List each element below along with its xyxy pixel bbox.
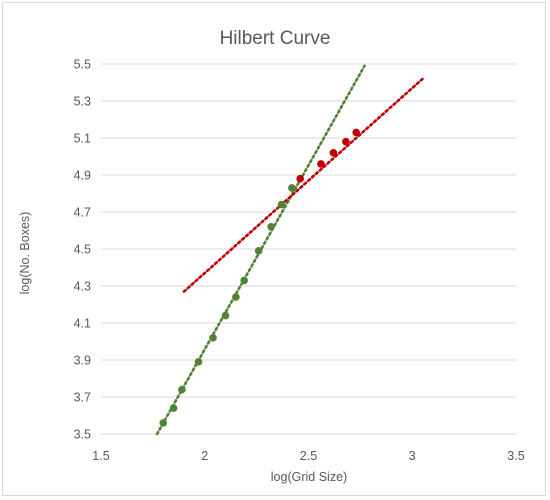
data-point-series-0 — [178, 385, 186, 394]
y-tick-label: 4.3 — [74, 280, 91, 294]
x-tick-label: 3 — [409, 449, 416, 463]
x-axis-title: log(Grid Size) — [271, 470, 347, 484]
y-tick-label: 5.5 — [74, 58, 91, 72]
data-points — [159, 128, 361, 427]
y-tick-labels: 3.5 3.7 3.9 4.1 4.3 4.5 4.7 4.9 5.1 5.3 5.5 — [74, 58, 91, 442]
x-tick-label: 3.5 — [507, 449, 524, 463]
y-tick-label: 4.7 — [74, 206, 91, 220]
data-point-series-0 — [159, 419, 168, 427]
y-tick-label: 5.3 — [74, 95, 91, 109]
y-tick-label: 3.9 — [74, 354, 91, 368]
y-tick-label: 5.1 — [74, 132, 91, 146]
data-point-series-0 — [194, 358, 203, 366]
x-tick-label: 2 — [201, 449, 208, 463]
x-tick-label: 2.5 — [300, 449, 317, 463]
data-point-series-1 — [352, 128, 361, 137]
data-point-series-1 — [329, 149, 338, 157]
data-point-series-0 — [277, 200, 286, 209]
data-point-series-1 — [342, 137, 350, 146]
y-tick-label: 3.7 — [74, 391, 91, 405]
data-point-series-0 — [169, 404, 178, 412]
gridlines — [101, 63, 516, 435]
data-point-series-0 — [240, 276, 248, 285]
chart-title: Hilbert Curve — [220, 28, 331, 49]
y-axis-title: log(No. Boxes) — [18, 212, 32, 295]
chart-svg: 3.5 3.7 3.9 4.1 4.3 4.5 4.7 4.9 5.1 5.3 5.5 1.5 2 2.… — [18, 28, 525, 484]
y-tick-label: 4.9 — [74, 169, 91, 183]
data-point-series-1 — [317, 160, 325, 168]
x-tick-labels: 1.5 2 2.5 3 3.5 — [92, 449, 524, 463]
y-tick-label: 4.5 — [74, 243, 91, 257]
chart-frame: 3.5 3.7 3.9 4.1 4.3 4.5 4.7 4.9 5.1 5.3 5.5 1.5 2 2.… — [2, 2, 546, 496]
data-point-series-0 — [221, 311, 230, 320]
trendlines — [155, 64, 424, 436]
data-point-series-0 — [254, 247, 263, 255]
y-tick-label: 3.5 — [74, 428, 91, 442]
data-point-series-0 — [288, 184, 296, 192]
data-point-series-0 — [232, 293, 240, 301]
data-point-series-0 — [209, 334, 217, 342]
data-point-series-0 — [267, 223, 275, 231]
trendline-series-1 — [182, 77, 424, 293]
y-tick-label: 4.1 — [74, 317, 91, 331]
x-tick-label: 1.5 — [92, 449, 109, 463]
data-point-series-1 — [296, 174, 305, 183]
